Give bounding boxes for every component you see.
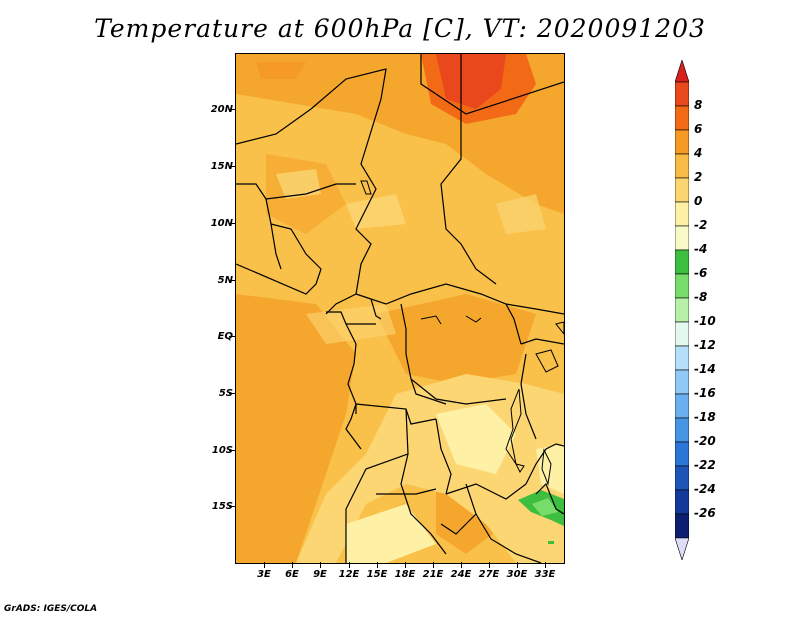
legend-color-box	[675, 465, 689, 491]
legend-color-box	[675, 201, 689, 227]
legend-color-box	[675, 345, 689, 371]
legend-tick-label: 6	[694, 122, 703, 136]
lon-tick	[292, 562, 293, 568]
legend-color-box	[675, 393, 689, 419]
legend-tick-label: 0	[694, 194, 703, 208]
field-4-spot	[256, 62, 306, 79]
field-light-patch-niger	[276, 169, 321, 199]
legend-tick-label: -4	[694, 242, 708, 256]
legend-tick-label: -20	[694, 434, 716, 448]
lat-tick	[229, 223, 235, 224]
lon-label: 33E	[534, 569, 556, 580]
lon-tick	[349, 562, 350, 568]
legend-color-box	[675, 225, 689, 251]
lon-label: 9E	[313, 569, 327, 580]
lat-label: 5S	[218, 388, 233, 399]
legend-tick-label: 4	[694, 146, 703, 160]
lon-tick	[517, 562, 518, 568]
legend-color-box	[675, 177, 689, 203]
legend-tick-label: -22	[694, 458, 716, 472]
legend-tick-label: -8	[694, 290, 708, 304]
lat-tick	[229, 506, 235, 507]
legend-tick-label: -16	[694, 386, 716, 400]
field-2-to-4-congo	[376, 294, 536, 384]
lat-label: 15S	[211, 501, 233, 512]
lon-label: 15E	[366, 569, 388, 580]
lon-tick	[545, 562, 546, 568]
legend-tick-label: 8	[694, 98, 703, 112]
lat-tick	[229, 166, 235, 167]
legend-tick-label: -12	[694, 338, 716, 352]
field-minus4-to-minus2-angola	[346, 504, 436, 563]
lat-tick	[229, 280, 235, 281]
lat-label: 10S	[211, 445, 233, 456]
legend-color-box	[675, 441, 689, 467]
lat-tick	[229, 336, 235, 337]
lon-tick	[461, 562, 462, 568]
color-scale-legend	[675, 60, 689, 560]
legend-color-box	[675, 489, 689, 515]
lat-label: EQ	[217, 331, 233, 342]
legend-color-box	[675, 81, 689, 107]
temperature-field-map	[236, 54, 564, 563]
legend-tick-label: -6	[694, 266, 708, 280]
field-minus4-to-minus2-tanzania	[436, 404, 516, 474]
legend-tick-label: -24	[694, 482, 716, 496]
field-small-green-spot	[548, 541, 554, 544]
field-minus8-to-minus6-malawi	[532, 498, 558, 516]
lat-tick	[229, 109, 235, 110]
lat-label: 15N	[210, 161, 233, 172]
legend-color-box	[675, 369, 689, 395]
field-6-to-8-north	[436, 54, 506, 109]
lon-label: 6E	[285, 569, 299, 580]
lon-tick	[377, 562, 378, 568]
lat-tick	[229, 393, 235, 394]
legend-top-arrow	[675, 60, 689, 83]
legend-color-box	[675, 273, 689, 299]
country-borders	[236, 54, 564, 563]
lat-tick	[229, 450, 235, 451]
legend-color-box	[675, 105, 689, 131]
grads-credit: GrADS: IGES/COLA	[4, 604, 98, 614]
chart-title: Temperature at 600hPa [C], VT: 202009120…	[94, 14, 706, 43]
lon-label: 3E	[257, 569, 271, 580]
legend-color-box	[675, 129, 689, 155]
lake-outlines	[360, 180, 564, 486]
lon-tick	[433, 562, 434, 568]
legend-color-box	[675, 249, 689, 275]
legend-color-box	[675, 513, 689, 539]
lon-label: 18E	[394, 569, 416, 580]
lon-label: 12E	[338, 569, 360, 580]
legend-tick-label: 2	[694, 170, 703, 184]
legend-tick-label: -14	[694, 362, 716, 376]
lat-label: 10N	[210, 218, 233, 229]
lon-label: 24E	[450, 569, 472, 580]
lon-tick	[320, 562, 321, 568]
legend-tick-label: -2	[694, 218, 708, 232]
legend-color-box	[675, 153, 689, 179]
lat-label: 20N	[210, 104, 233, 115]
field-light-patch-sudan	[496, 194, 546, 234]
legend-tick-label: -10	[694, 314, 716, 328]
legend-color-box	[675, 417, 689, 443]
lon-label: 21E	[422, 569, 444, 580]
legend-color-box	[675, 321, 689, 347]
legend-color-box	[675, 297, 689, 323]
lon-label: 27E	[478, 569, 500, 580]
legend-tick-label: -18	[694, 410, 716, 424]
field-2-to-4-west	[236, 294, 356, 563]
map-panel	[235, 53, 565, 564]
legend-bottom-arrow	[675, 537, 689, 560]
lon-tick	[264, 562, 265, 568]
legend-tick-label: -26	[694, 506, 716, 520]
lon-tick	[489, 562, 490, 568]
lon-tick	[405, 562, 406, 568]
lon-label: 30E	[506, 569, 528, 580]
lat-label: 5N	[217, 275, 233, 286]
